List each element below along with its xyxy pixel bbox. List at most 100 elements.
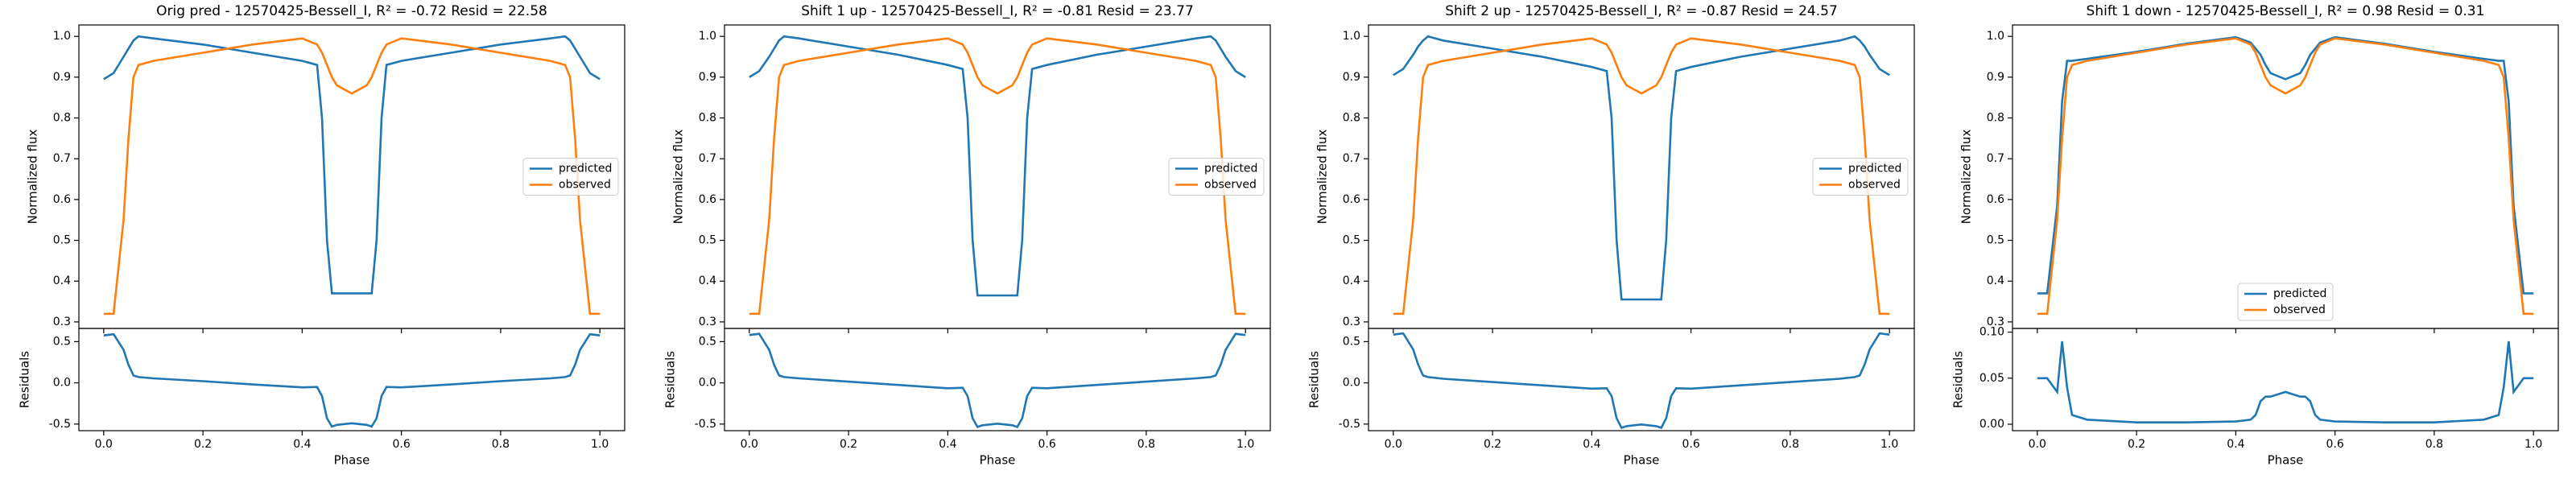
legend-label: observed [2273,303,2326,316]
x-tick-label: 0.6 [1682,438,1700,451]
legend-box [2237,283,2334,321]
x-tick-label: 0.4 [1583,438,1600,451]
y-axis-label: Normalized flux [26,130,40,225]
x-axis-label: Phase [2268,453,2304,468]
y-tick-label: 0.4 [53,275,71,287]
y-tick-label: 0.6 [53,193,71,206]
axes-frame [2012,328,2559,431]
x-tick-label: 0.0 [2029,438,2046,451]
y-tick-label: 0.3 [53,316,71,328]
y-axis-label: Residuals [18,351,32,408]
line-series [749,35,1246,297]
y-tick-label: 0.0 [53,377,71,390]
x-tick-label: 0.0 [741,438,758,451]
y-tick-label: 0.6 [1343,193,1360,206]
y-axis-label: Residuals [1307,351,1322,408]
y-tick-label: -0.5 [49,418,71,431]
x-tick-label: 0.2 [840,438,857,451]
x-tick-label: 0.8 [1137,438,1155,451]
panel-title: Shift 1 down - 12570425-Bessell_I, R² = … [2087,3,2485,19]
panel-title: Shift 1 up - 12570425-Bessell_I, R² = -0… [801,3,1194,19]
legend-label: predicted [559,163,612,175]
line-series [1393,35,1890,301]
legend-label: observed [1848,179,1901,192]
y-tick-label: 0.4 [699,275,716,287]
y-tick-label: 0.5 [1343,234,1360,247]
y-tick-label: 0.7 [53,152,71,165]
y-tick-label: 0.00 [1979,418,2004,431]
residual-line [749,332,1246,428]
legend-box [1168,158,1265,196]
y-tick-label: 0.7 [1987,152,2004,165]
y-tick-label: 0.5 [53,335,71,348]
y-tick-label: 0.0 [699,377,716,390]
x-tick-label: 0.6 [2326,438,2344,451]
y-tick-label: 1.0 [53,30,71,43]
line-series [2037,35,2534,295]
y-tick-label: 1.0 [1987,30,2004,43]
y-tick-label: 0.8 [1987,112,2004,125]
y-tick-label: 0.8 [699,112,716,125]
y-tick-label: 0.3 [1987,316,2004,328]
y-tick-label: 0.4 [1987,275,2004,287]
y-tick-label: 0.3 [1343,316,1360,328]
y-tick-label: 0.6 [1987,193,2004,206]
legend-box [522,158,619,196]
x-tick-label: 0.4 [939,438,956,451]
x-axis-label: Phase [1624,453,1660,468]
axes-frame [724,328,1271,431]
y-tick-label: 1.0 [1343,30,1360,43]
x-tick-label: 0.2 [194,438,212,451]
x-axis-label: Phase [334,453,370,468]
x-tick-label: 1.0 [591,438,609,451]
axes-frame [2012,24,2559,329]
x-tick-label: 0.8 [2425,438,2443,451]
axes-frame [1368,328,1915,431]
y-tick-label: 0.4 [1343,275,1360,287]
y-tick-label: 0.6 [699,193,716,206]
x-tick-label: 0.6 [393,438,411,451]
y-tick-label: 0.0 [1343,377,1360,390]
y-tick-label: 0.7 [1343,152,1360,165]
x-tick-label: 0.2 [2128,438,2145,451]
x-tick-label: 1.0 [2524,438,2542,451]
residual-line [1393,332,1890,429]
x-tick-label: 0.2 [1484,438,1501,451]
y-axis-label: Normalized flux [671,130,686,225]
line-series [1393,37,1890,316]
y-tick-label: -0.5 [1339,418,1360,431]
line-series [2037,37,2534,316]
y-tick-label: 0.9 [1987,71,2004,84]
panel-title: Orig pred - 12570425-Bessell_I, R² = -0.… [156,3,547,19]
legend-label: predicted [1204,163,1257,175]
legend-label: predicted [1848,163,1901,175]
panel-title: Shift 2 up - 12570425-Bessell_I, R² = -0… [1445,3,1838,19]
residual-line [2037,341,2534,423]
y-tick-label: 0.5 [1343,335,1360,348]
y-tick-label: 0.9 [699,71,716,84]
y-tick-label: 0.5 [699,335,716,348]
x-tick-label: 0.8 [1781,438,1799,451]
y-axis-label: Residuals [663,351,678,408]
y-tick-label: 0.9 [1343,71,1360,84]
x-axis-label: Phase [980,453,1016,468]
residual-line [103,332,601,428]
y-tick-label: 0.3 [699,316,716,328]
legend-label: observed [1204,179,1257,192]
y-tick-label: 0.5 [699,234,716,247]
line-series [103,37,601,316]
y-tick-label: 0.8 [53,112,71,125]
y-axis-label: Normalized flux [1315,130,1330,225]
y-tick-label: -0.5 [695,418,716,431]
legend-label: predicted [2273,287,2326,300]
legend-box [1812,158,1909,196]
y-axis-label: Residuals [1951,351,1966,408]
x-tick-label: 1.0 [1880,438,1898,451]
y-tick-label: 0.05 [1979,372,2004,385]
y-tick-label: 0.5 [53,234,71,247]
x-tick-label: 0.0 [1385,438,1402,451]
y-tick-label: 0.5 [1987,234,2004,247]
legend-label: observed [559,179,611,192]
x-tick-label: 1.0 [1236,438,1254,451]
